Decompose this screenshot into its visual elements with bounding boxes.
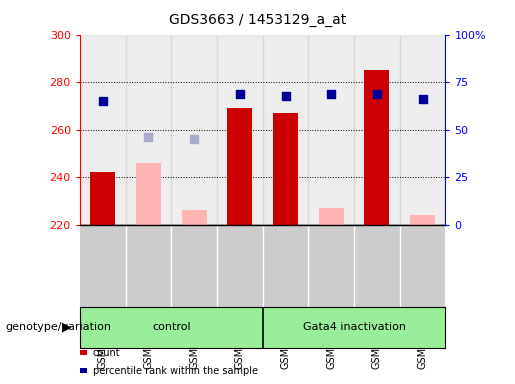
Bar [273, 113, 298, 225]
Bar [308, 225, 354, 307]
Bar [400, 225, 445, 307]
Bar [319, 208, 344, 225]
Bar [126, 225, 171, 307]
Bar [354, 225, 400, 307]
Bar [181, 210, 207, 225]
Text: Gata4 inactivation: Gata4 inactivation [303, 322, 406, 333]
Text: ▶: ▶ [62, 321, 72, 334]
Bar [80, 35, 126, 225]
Bar [171, 225, 217, 307]
Bar [80, 225, 126, 307]
Text: GDS3663 / 1453129_a_at: GDS3663 / 1453129_a_at [169, 13, 346, 27]
Point [190, 136, 198, 142]
Point [236, 91, 244, 97]
Bar [217, 225, 263, 307]
Bar [410, 215, 435, 225]
Point [373, 91, 381, 97]
Text: percentile rank within the sample: percentile rank within the sample [93, 366, 258, 376]
Bar [400, 35, 445, 225]
Bar [227, 108, 252, 225]
Bar [171, 35, 217, 225]
Bar [90, 172, 115, 225]
Point [281, 93, 289, 99]
Text: genotype/variation: genotype/variation [5, 322, 111, 333]
Bar [136, 163, 161, 225]
Point [327, 91, 335, 97]
Text: count: count [93, 348, 121, 358]
Point [144, 134, 152, 140]
Bar [217, 35, 263, 225]
Text: control: control [152, 322, 191, 333]
Bar [308, 35, 354, 225]
Bar [364, 70, 389, 225]
Point [419, 96, 427, 102]
Bar [263, 35, 308, 225]
Bar [263, 225, 308, 307]
Bar [354, 35, 400, 225]
Point [98, 98, 107, 104]
Bar [126, 35, 171, 225]
